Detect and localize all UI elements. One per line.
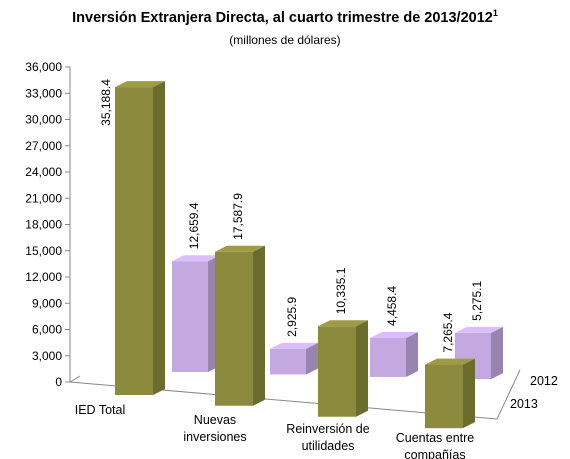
y-tick-label: 30,000 [25,113,62,127]
data-label: 5,275.1 [470,281,484,321]
chart-subtitle: (millones de dólares) [229,33,340,47]
bar-side [406,331,418,377]
bar-side [356,320,368,417]
data-label: 12,659.4 [187,202,201,249]
x-tick-label: Reinversión de utilidades [286,422,370,453]
bar [115,87,153,395]
bar [172,261,208,372]
data-label: 2,925.9 [285,296,299,336]
y-tick-label: 9,000 [32,296,62,310]
floor-edge [69,375,81,383]
y-tick-label: 18,000 [25,218,62,232]
bar [215,251,253,406]
bar [425,364,463,429]
x-tick-label: Nuevas inversiones [183,413,247,444]
data-label: 17,587.9 [231,193,245,240]
bar-side [463,358,475,429]
data-label: 35,188.4 [99,79,113,126]
y-tick-label: 12,000 [25,270,62,284]
bar-top [425,358,475,365]
y-tick-label: 15,000 [25,244,62,258]
x-tick-label: IED Total [74,403,126,417]
chart-title: Inversión Extranjera Directa, al cuarto … [72,8,498,26]
bar-side [491,326,503,380]
bar-top [455,326,503,333]
bar-side [153,81,165,395]
bar [370,337,406,377]
bar [318,326,356,417]
bar-top [172,255,220,262]
depth-label: 2012 [530,374,558,388]
y-tick-label: 27,000 [25,139,62,153]
bar-top [215,245,265,252]
y-tick-label: 36,000 [25,60,62,74]
bar-top [370,331,418,338]
title-text: Inversión Extranjera Directa, al cuarto … [72,10,493,26]
title-superscript: 1 [493,8,498,18]
x-tick-label: Cuentas entre compañías [395,431,475,459]
y-tick-label: 33,000 [25,86,62,100]
y-tick-label: 6,000 [32,323,62,337]
y-tick-label: 0 [55,375,62,389]
bar-top [318,320,368,327]
data-label: 4,458.4 [385,286,399,326]
bar [270,348,306,375]
y-tick-label: 24,000 [25,165,62,179]
data-label: 7,265.4 [441,312,455,352]
y-tick-label: 3,000 [32,349,62,363]
floor-edge [69,369,521,420]
bar-side [253,245,265,406]
data-label: 10,335.1 [334,267,348,314]
bar-top [270,342,318,349]
bar-side [306,342,318,375]
y-tick-label: 21,000 [25,191,62,205]
depth-label: 2013 [510,397,538,411]
bar-top [115,81,165,88]
